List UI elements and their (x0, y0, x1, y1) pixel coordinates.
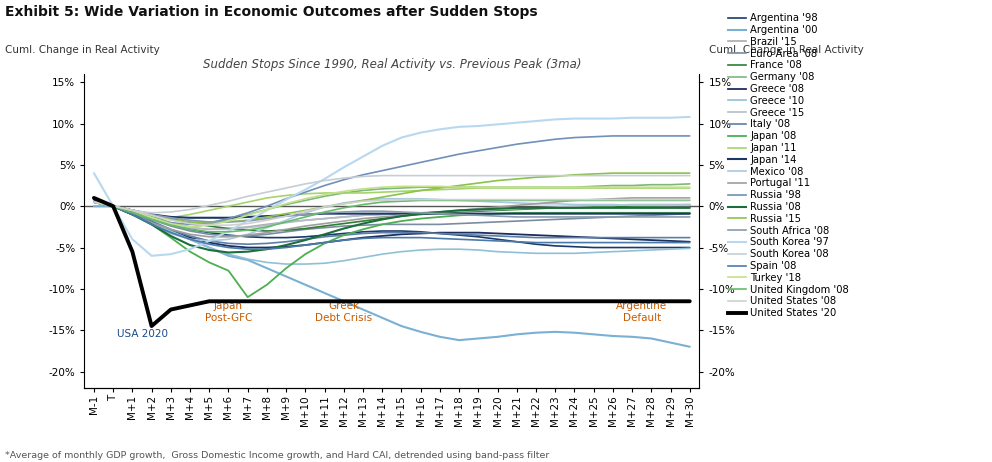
Text: Cuml. Change in Real Activity: Cuml. Change in Real Activity (709, 45, 864, 55)
Text: Exhibit 5: Wide Variation in Economic Outcomes after Sudden Stops: Exhibit 5: Wide Variation in Economic Ou… (5, 5, 538, 18)
Title: Sudden Stops Since 1990, Real Activity vs. Previous Peak (3ma): Sudden Stops Since 1990, Real Activity v… (202, 58, 581, 71)
Text: Argentine
Default: Argentine Default (616, 301, 668, 323)
Text: *Average of monthly GDP growth,  Gross Domestic Income growth, and Hard CAI, det: *Average of monthly GDP growth, Gross Do… (5, 451, 550, 460)
Text: Japan
Post-GFC: Japan Post-GFC (204, 301, 252, 323)
Text: Greek
Debt Crisis: Greek Debt Crisis (315, 301, 372, 323)
Text: USA 2020: USA 2020 (117, 328, 168, 339)
Text: Cuml. Change in Real Activity: Cuml. Change in Real Activity (5, 45, 160, 55)
Legend: Argentina '98, Argentina '00, Brazil '15, Euro Area '08, France '08, Germany '08: Argentina '98, Argentina '00, Brazil '15… (724, 9, 853, 322)
